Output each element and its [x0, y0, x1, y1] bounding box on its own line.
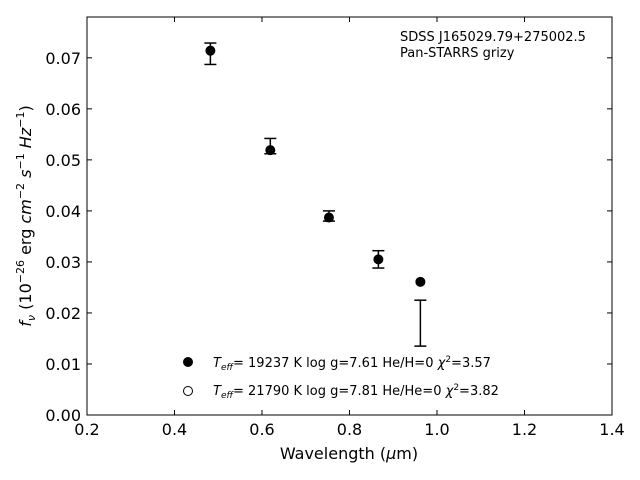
data-points	[205, 45, 426, 287]
model-point-filled	[205, 45, 216, 56]
y-axis-label: fν (10−26 erg cm−2 s−1 Hz−1)	[14, 105, 38, 326]
y-tick-label: 0.02	[45, 304, 81, 323]
plot-frame	[86, 16, 613, 416]
x-tick-label: 1.4	[599, 420, 624, 439]
y-tick-label: 0.06	[45, 100, 81, 119]
model-point-filled	[415, 276, 426, 287]
x-tick-label: 0.2	[74, 420, 99, 439]
error-bars	[204, 42, 427, 347]
model-point-filled	[373, 254, 384, 265]
model-point-filled	[323, 212, 334, 223]
x-tick-label: 0.8	[337, 420, 362, 439]
y-tick-label: 0.07	[45, 49, 81, 68]
legend-marker-filled	[183, 357, 193, 367]
x-axis-label: Wavelength (μm)	[280, 444, 418, 463]
y-tick-label: 0.04	[45, 202, 81, 221]
x-tick-label: 1.0	[424, 420, 449, 439]
y-tick-label: 0.03	[45, 253, 81, 272]
model-point-filled	[265, 145, 276, 156]
annotation-line-2: Pan-STARRS grizy	[400, 46, 515, 61]
y-tick-label: 0.00	[45, 406, 81, 425]
legend-label-1: Teff= 19237 K log g=7.61 He/H=0 χ2=3.57	[213, 355, 491, 373]
svg-text:fν (10−26 erg cm−2 s−1 Hz−1): fν (10−26 erg cm−2 s−1 Hz−1)	[14, 105, 38, 326]
x-tick-label: 0.6	[249, 420, 274, 439]
x-tick-label: 0.4	[162, 420, 187, 439]
x-tick-label: 1.2	[512, 420, 537, 439]
tick-labels: 0.2 0.4 0.6 0.8 1.0 1.2 1.4 0.00 0.01 0.02 0.03 0.0…	[45, 49, 624, 439]
legend-label-2: Teff= 21790 K log g=7.81 He/He=0 χ2=3.82	[213, 383, 499, 401]
annotation-line-1: SDSS J165029.79+275002.5	[400, 30, 586, 45]
legend-marker-open	[183, 386, 193, 396]
annotation: SDSS J165029.79+275002.5 Pan-STARRS griz…	[400, 30, 586, 61]
y-tick-label: 0.05	[45, 151, 81, 170]
y-tick-label: 0.01	[45, 355, 81, 374]
legend: Teff= 19237 K log g=7.61 He/H=0 χ2=3.57 …	[183, 355, 499, 401]
